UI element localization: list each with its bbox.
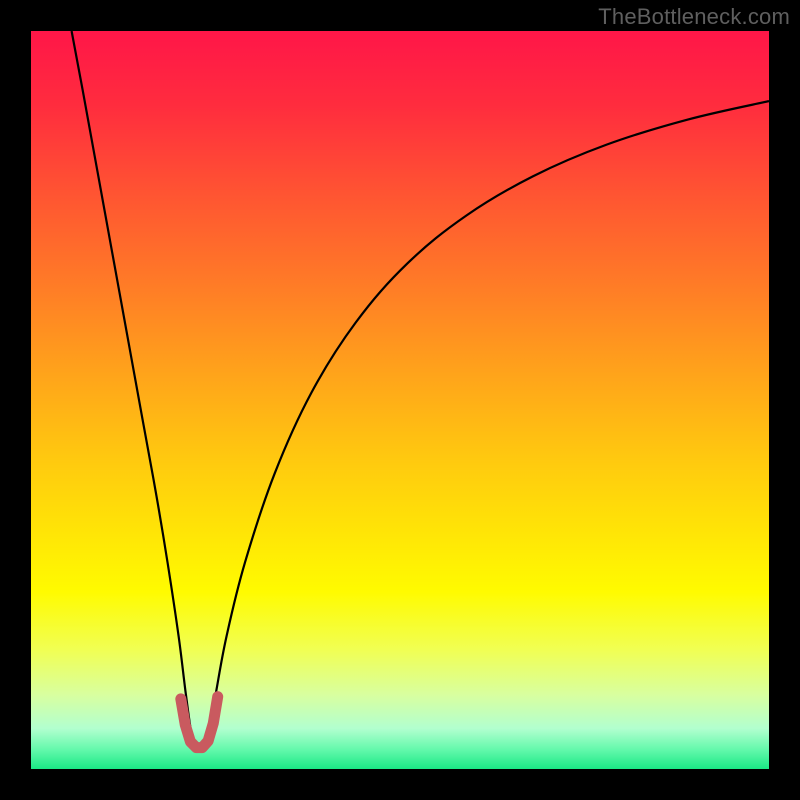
watermark-text: TheBottleneck.com — [598, 4, 790, 30]
chart-background-gradient — [31, 31, 769, 769]
bottleneck-chart — [0, 0, 800, 800]
chart-frame: TheBottleneck.com — [0, 0, 800, 800]
